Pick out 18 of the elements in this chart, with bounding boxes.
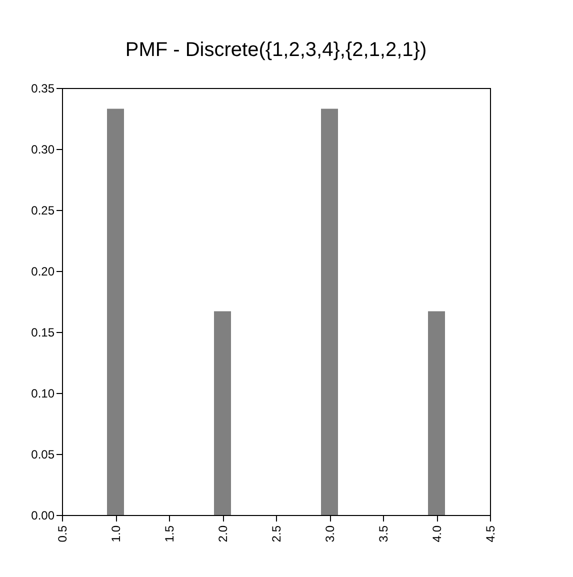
x-tick-label: 4.5 xyxy=(484,525,498,542)
x-tick-label: 1.5 xyxy=(162,525,176,542)
x-tick-label: 4.0 xyxy=(430,525,444,542)
x-tick-label: 0.5 xyxy=(56,525,70,542)
y-tick-label: 0.15 xyxy=(31,326,55,340)
x-tick-label: 3.5 xyxy=(376,525,390,542)
y-tick-label: 0.35 xyxy=(31,82,55,96)
chart-title: PMF - Discrete({1,2,3,4},{2,1,2,1}) xyxy=(125,39,427,61)
y-tick-label: 0.30 xyxy=(31,142,55,156)
x-tick-label: 2.5 xyxy=(270,525,284,542)
y-tick-label: 0.05 xyxy=(31,448,55,462)
y-tick-label: 0.20 xyxy=(31,264,55,278)
y-tick-label: 0.10 xyxy=(31,386,55,400)
x-tick-label: 3.0 xyxy=(323,525,337,542)
x-tick-label: 2.0 xyxy=(216,525,230,542)
x-tick-label: 1.0 xyxy=(109,525,123,542)
y-tick-label: 0.00 xyxy=(31,508,55,522)
y-tick-label: 0.25 xyxy=(31,204,55,218)
